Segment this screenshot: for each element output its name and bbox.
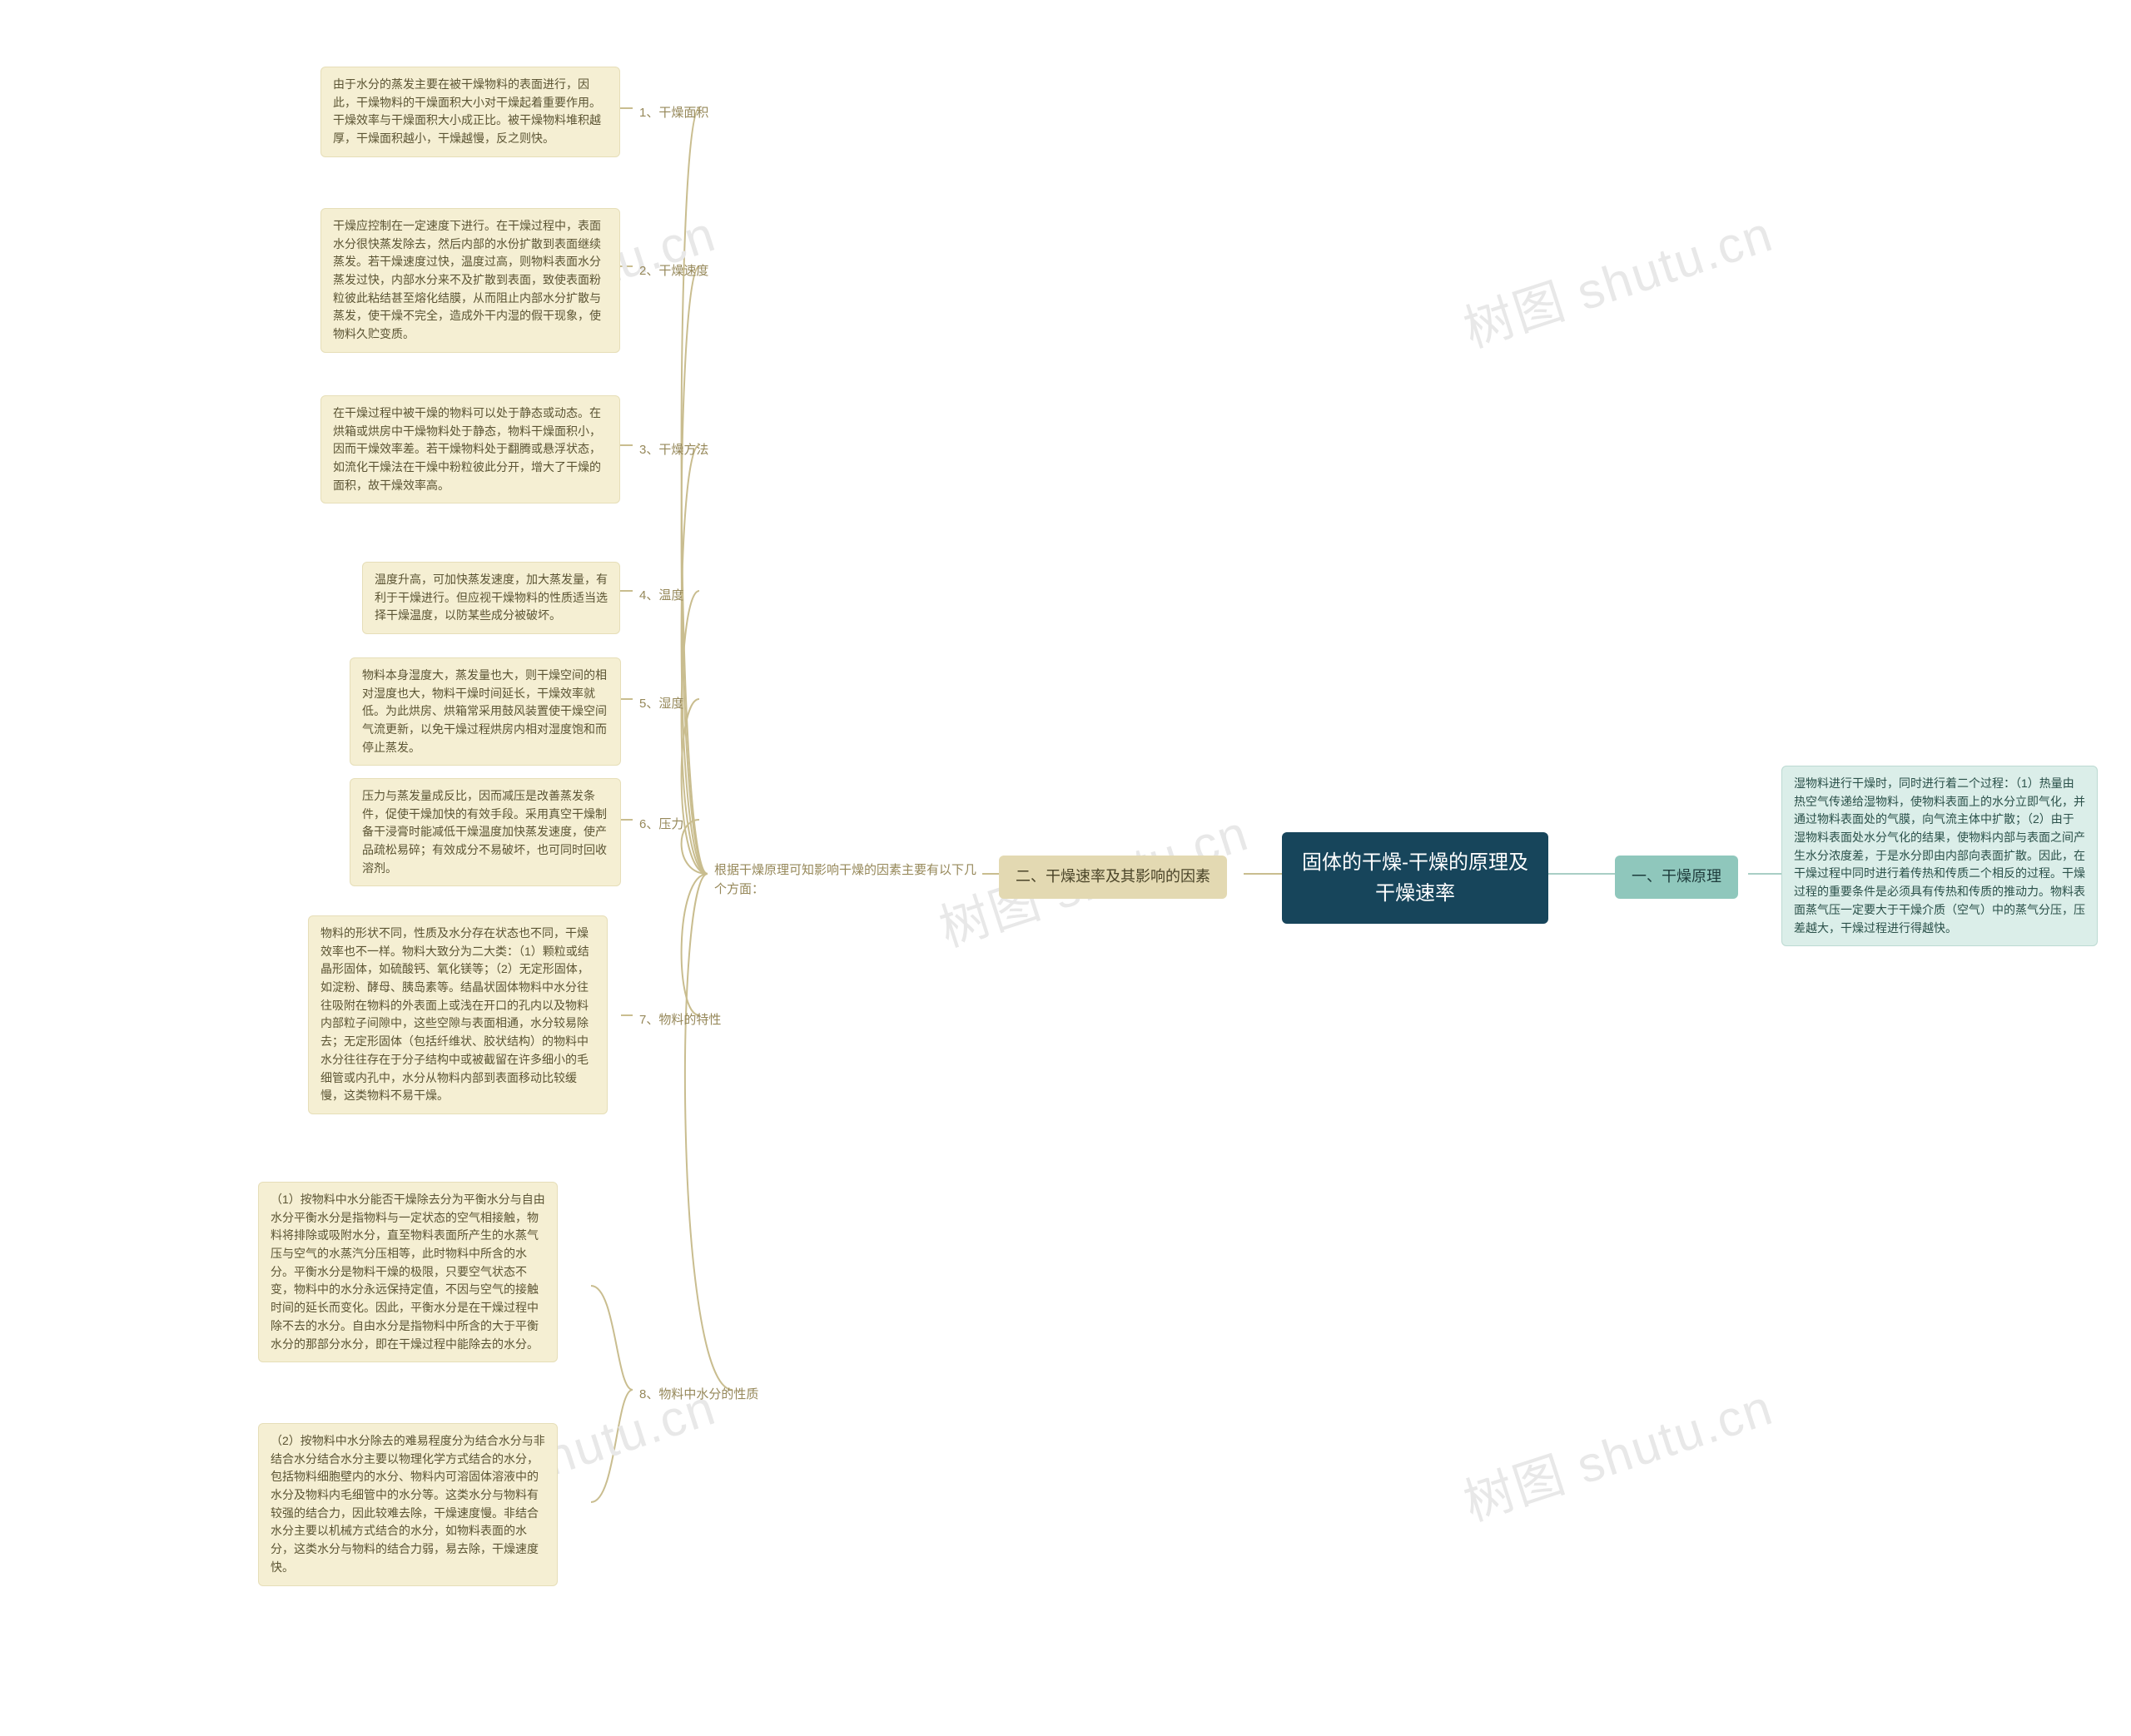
item-6-text: 压力与蒸发量成反比，因而减压是改善蒸发条件，促使干燥加快的有效手段。采用真空干燥… (350, 778, 621, 886)
item-7-text: 物料的形状不同，性质及水分存在状态也不同，干燥效率也不一样。物料大致分为二大类：… (308, 915, 608, 1114)
left-intro: 根据干燥原理可知影响干燥的因素主要有以下几个方面： (708, 857, 991, 903)
item-5-text: 物料本身湿度大，蒸发量也大，则干燥空间的相对湿度也大，物料干燥时间延长，干燥效率… (350, 657, 621, 766)
root-node[interactable]: 固体的干燥-干燥的原理及 干燥速率 (1282, 832, 1548, 924)
item-4-text: 温度升高，可加快蒸发速度，加大蒸发量，有利于干燥进行。但应视干燥物料的性质适当选… (362, 562, 620, 634)
watermark: 树图 shutu.cn (1453, 194, 1781, 362)
leaf-right-1: 湿物料进行干燥时，同时进行着二个过程：（1）热量由热空气传递给湿物料，使物料表面… (1781, 766, 2098, 946)
item-7-label[interactable]: 7、物料的特性 (633, 1007, 728, 1033)
watermark: 树图 shutu.cn (1453, 1367, 1781, 1535)
item-2-label[interactable]: 2、干燥速度 (633, 258, 715, 284)
item-3-label[interactable]: 3、干燥方法 (633, 437, 715, 463)
item-2-text: 干燥应控制在一定速度下进行。在干燥过程中，表面水分很快蒸发除去，然后内部的水份扩… (320, 208, 620, 353)
item-4-label[interactable]: 4、温度 (633, 583, 690, 608)
item-8-text-a: （1）按物料中水分能否干燥除去分为平衡水分与自由水分平衡水分是指物料与一定状态的… (258, 1182, 558, 1362)
branch-right[interactable]: 一、干燥原理 (1615, 856, 1738, 899)
item-8-text-b: （2）按物料中水分除去的难易程度分为结合水分与非结合水分结合水分主要以物理化学方… (258, 1423, 558, 1586)
branch-left[interactable]: 二、干燥速率及其影响的因素 (999, 856, 1227, 899)
item-6-label[interactable]: 6、压力 (633, 811, 690, 837)
root-title-line2: 干燥速率 (1300, 878, 1530, 909)
item-1-text: 由于水分的蒸发主要在被干燥物料的表面进行，因此，干燥物料的干燥面积大小对干燥起着… (320, 67, 620, 157)
item-3-text: 在干燥过程中被干燥的物料可以处于静态或动态。在烘箱或烘房中干燥物料处于静态，物料… (320, 395, 620, 503)
root-title-line1: 固体的干燥-干燥的原理及 (1300, 847, 1530, 878)
item-8-label[interactable]: 8、物料中水分的性质 (633, 1381, 765, 1407)
item-1-label[interactable]: 1、干燥面积 (633, 100, 715, 126)
item-5-label[interactable]: 5、湿度 (633, 691, 690, 717)
